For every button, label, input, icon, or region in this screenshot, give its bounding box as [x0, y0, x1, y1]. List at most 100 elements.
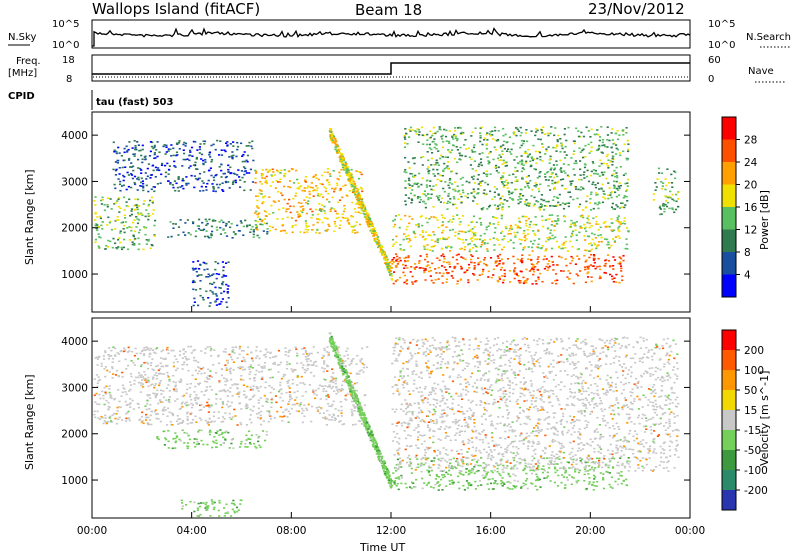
power-cell: [188, 167, 191, 169]
velocity-cell: [255, 385, 258, 388]
power-cell: [471, 131, 474, 134]
velocity-cell: [346, 374, 349, 377]
power-cell: [153, 152, 156, 154]
power-cell: [336, 177, 339, 180]
power-cell: [173, 180, 176, 182]
power-cell: [526, 185, 529, 187]
power-cell: [562, 270, 565, 272]
velocity-cell: [96, 385, 99, 388]
power-cell: [408, 128, 411, 131]
power-cell: [316, 213, 319, 216]
velocity-cell: [140, 363, 143, 366]
power-cell: [202, 140, 205, 142]
power-cell: [184, 234, 187, 236]
power-cell: [222, 266, 225, 268]
velocity-cell: [109, 394, 112, 396]
power-cell: [350, 184, 353, 186]
velocity-cell: [129, 402, 132, 404]
power-cell: [586, 221, 589, 224]
power-cell: [508, 193, 511, 196]
power-cell: [489, 238, 492, 241]
power-cell: [432, 126, 435, 129]
velocity-cell: [162, 413, 165, 416]
power-cell: [543, 267, 546, 270]
velocity-cell: [149, 364, 152, 367]
velocity-cell: [371, 441, 374, 443]
power-cell: [600, 126, 603, 128]
power-cell: [506, 141, 509, 143]
power-cell: [588, 222, 591, 225]
power-cell: [207, 169, 211, 172]
power-cell: [435, 184, 438, 186]
power-cell: [165, 144, 168, 147]
velocity-cell: [257, 390, 260, 392]
velocity-cell: [361, 362, 364, 365]
power-cell: [506, 258, 510, 260]
power-cell: [428, 185, 431, 187]
power-cell: [231, 183, 235, 185]
power-cell: [369, 223, 372, 225]
velocity-cell: [139, 376, 142, 378]
ytick-label: 3000: [61, 176, 88, 188]
power-cell: [426, 143, 429, 146]
velocity-cell: [181, 357, 184, 359]
power-cell: [334, 148, 337, 151]
power-cell: [616, 175, 619, 177]
power-cell: [560, 145, 563, 147]
velocity-cell: [230, 378, 233, 381]
power-cell: [465, 239, 468, 241]
power-cell: [409, 239, 412, 242]
power-cell: [500, 217, 503, 220]
power-cell: [567, 270, 570, 272]
power-cell: [139, 149, 142, 152]
power-cell: [454, 231, 457, 234]
velocity-cell: [149, 414, 152, 417]
power-cell: [252, 229, 255, 231]
power-cell: [606, 225, 609, 228]
power-cell: [562, 244, 565, 246]
power-cell: [616, 130, 619, 132]
velocity-cell: [215, 442, 218, 445]
power-cell: [306, 187, 309, 189]
power-cell: [307, 185, 310, 187]
power-cell: [203, 140, 207, 143]
velocity-cell: [168, 401, 171, 404]
power-cell: [360, 198, 363, 201]
power-cell: [144, 172, 147, 174]
power-cell: [260, 193, 263, 195]
power-cell: [422, 192, 425, 195]
power-cell: [149, 177, 152, 179]
power-cell: [350, 177, 353, 180]
power-cell: [185, 184, 188, 186]
power-cell: [551, 182, 554, 185]
power-cell: [472, 233, 476, 235]
velocity-cell: [117, 375, 120, 377]
power-cell: [151, 141, 154, 144]
power-cell: [296, 211, 299, 213]
power-cell: [501, 206, 504, 208]
power-cell: [475, 250, 478, 252]
power-cell: [140, 154, 143, 157]
power-cell: [98, 236, 101, 238]
power-cell: [519, 280, 522, 282]
power-cell: [594, 186, 598, 189]
velocity-cell: [374, 448, 377, 450]
velocity-cell: [231, 346, 234, 349]
power-cell: [251, 181, 255, 183]
power-cell: [353, 184, 356, 186]
velocity-cell: [116, 406, 119, 409]
power-cell: [346, 217, 349, 219]
power-cell: [587, 143, 590, 146]
power-cell: [553, 220, 556, 222]
power-cell: [552, 269, 555, 271]
velocity-cell: [130, 384, 133, 386]
power-cell: [341, 166, 345, 169]
velocity-cell: [334, 408, 337, 410]
power-cell: [133, 219, 136, 221]
power-cell: [675, 193, 678, 196]
power-cell: [442, 238, 445, 240]
power-cell: [189, 151, 192, 153]
velocity-cell: [243, 393, 246, 396]
power-cell: [552, 237, 555, 240]
power-cell: [445, 238, 449, 240]
